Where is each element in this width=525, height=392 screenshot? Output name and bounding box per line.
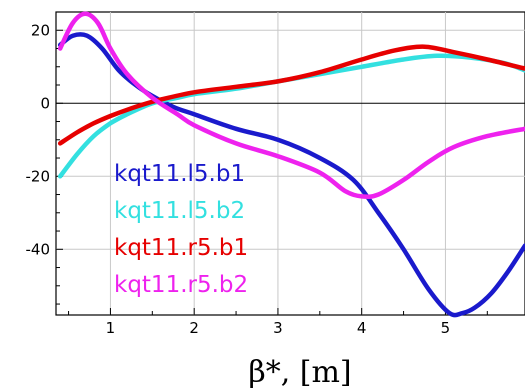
y-tick-label: 0: [40, 94, 50, 112]
x-tick-label: 3: [273, 319, 283, 337]
series-line-kqt11.l5.b1: [57, 32, 525, 318]
legend: kqt11.l5.b1 kqt11.l5.b2 kqt11.r5.b1 kqt11.r…: [114, 161, 248, 298]
legend-entry: kqt11.r5.b2: [114, 272, 248, 298]
series-lines: [57, 11, 525, 318]
y-tick-label: -20: [26, 167, 51, 185]
x-tick-label: 4: [357, 319, 367, 337]
legend-entry: kqt11.l5.b1: [114, 161, 245, 187]
x-tick-label: 1: [106, 319, 116, 337]
plot-frame: [55, 11, 525, 316]
tick-labels: 1 2 3 4 5 20 0 -20 -40: [26, 21, 451, 337]
x-axis-label: β*, [m]: [248, 355, 351, 390]
series-line-kqt11.r5.b1: [57, 44, 525, 146]
legend-entry: kqt11.l5.b2: [114, 198, 245, 224]
x-tick-label: 2: [189, 319, 199, 337]
y-tick-label: 20: [31, 21, 50, 39]
series-line-kqt11.r5.b2: [57, 11, 525, 200]
y-tick-label: -40: [26, 240, 51, 258]
x-tick-label: 5: [441, 319, 451, 337]
legend-entry: kqt11.r5.b1: [114, 235, 248, 261]
